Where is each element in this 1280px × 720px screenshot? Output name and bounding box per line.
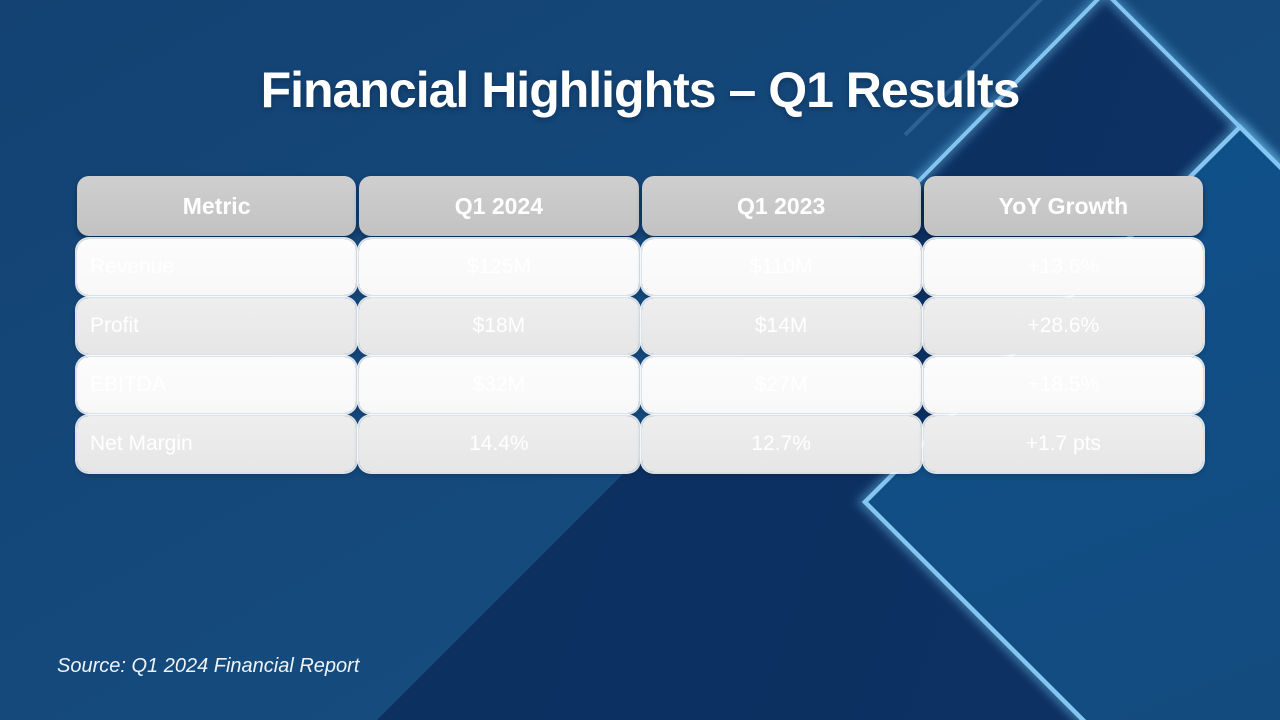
faint-accent-line — [903, 0, 1043, 137]
value-cell: +18.5% — [923, 357, 1203, 413]
financial-table: Metric Q1 2024 Q1 2023 YoY Growth Revenu… — [77, 176, 1203, 472]
value-cell: +1.7 pts — [923, 416, 1203, 472]
dark-diamond-outline — [898, 0, 1280, 202]
value-cell: +28.6% — [923, 298, 1203, 354]
metric-cell-profit: Profit — [77, 298, 357, 354]
value-cell: +13.6% — [923, 239, 1203, 295]
table-header-q1-2024: Q1 2024 — [359, 176, 639, 236]
slide-title: Financial Highlights – Q1 Results — [260, 62, 1021, 118]
source-note: Source: Q1 2024 Financial Report — [57, 655, 360, 677]
metric-cell-ebitda: EBITDA — [77, 357, 357, 413]
value-cell: 14.4% — [359, 416, 639, 472]
value-cell: $14M — [641, 298, 921, 354]
value-cell: $27M — [641, 357, 921, 413]
value-cell: $32M — [359, 357, 639, 413]
table-header-q1-2023: Q1 2023 — [641, 176, 921, 236]
metric-cell-net-margin: Net Margin — [77, 416, 357, 472]
value-cell: 12.7% — [641, 416, 921, 472]
metric-cell-revenue: Revenue — [77, 239, 357, 295]
value-cell: $18M — [359, 298, 639, 354]
value-cell: $110M — [641, 239, 921, 295]
table-header-yoy-growth: YoY Growth — [923, 176, 1203, 236]
table-header-metric: Metric — [77, 176, 357, 236]
value-cell: $125M — [359, 239, 639, 295]
